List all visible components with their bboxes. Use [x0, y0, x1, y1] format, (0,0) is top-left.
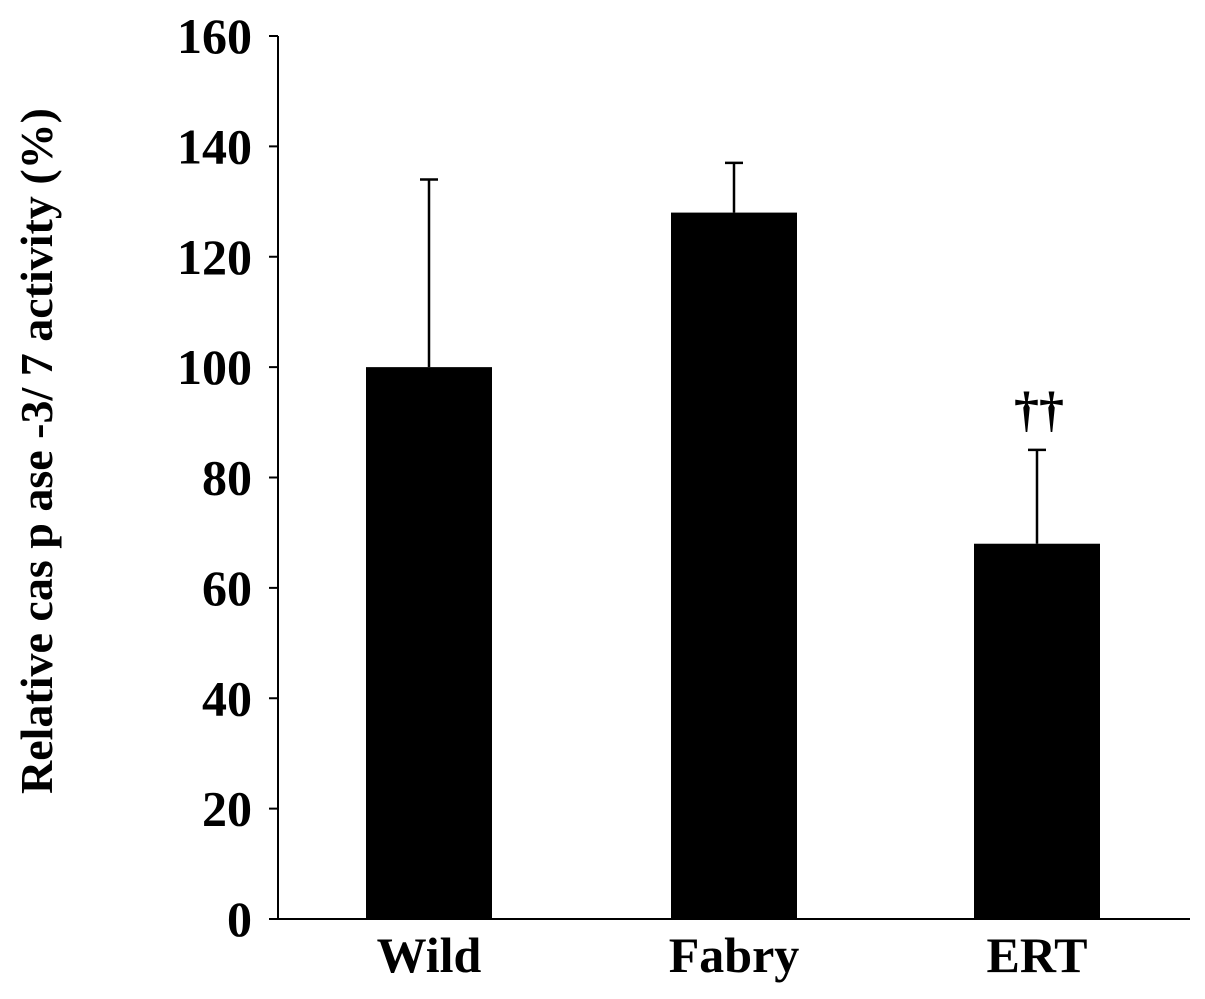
x-tick-label-wild: Wild [377, 927, 482, 983]
y-tick-label: 100 [177, 339, 252, 395]
y-axis-label: Relative cas p ase -3/ 7 activity (%) [11, 108, 62, 794]
y-tick-label: 20 [202, 781, 252, 837]
y-tick-label: 120 [177, 229, 252, 285]
y-tick-label: 0 [227, 891, 252, 947]
bar-wild [366, 367, 492, 919]
significance-annotation: †† [1014, 381, 1064, 437]
x-tick-label-ert: ERT [986, 927, 1087, 983]
plot-area: 0 20 40 60 80 100 120 140 160 Wild Fabry ERT †† [177, 8, 1190, 983]
y-tick-label: 60 [202, 560, 252, 616]
bar-ert [974, 543, 1100, 919]
x-tick-label-fabry: Fabry [669, 927, 800, 983]
y-tick-label: 160 [177, 8, 252, 64]
y-tick-label: 40 [202, 670, 252, 726]
y-tick-label: 140 [177, 118, 252, 174]
bar-fabry [671, 212, 797, 920]
y-tick-label: 80 [202, 450, 252, 506]
